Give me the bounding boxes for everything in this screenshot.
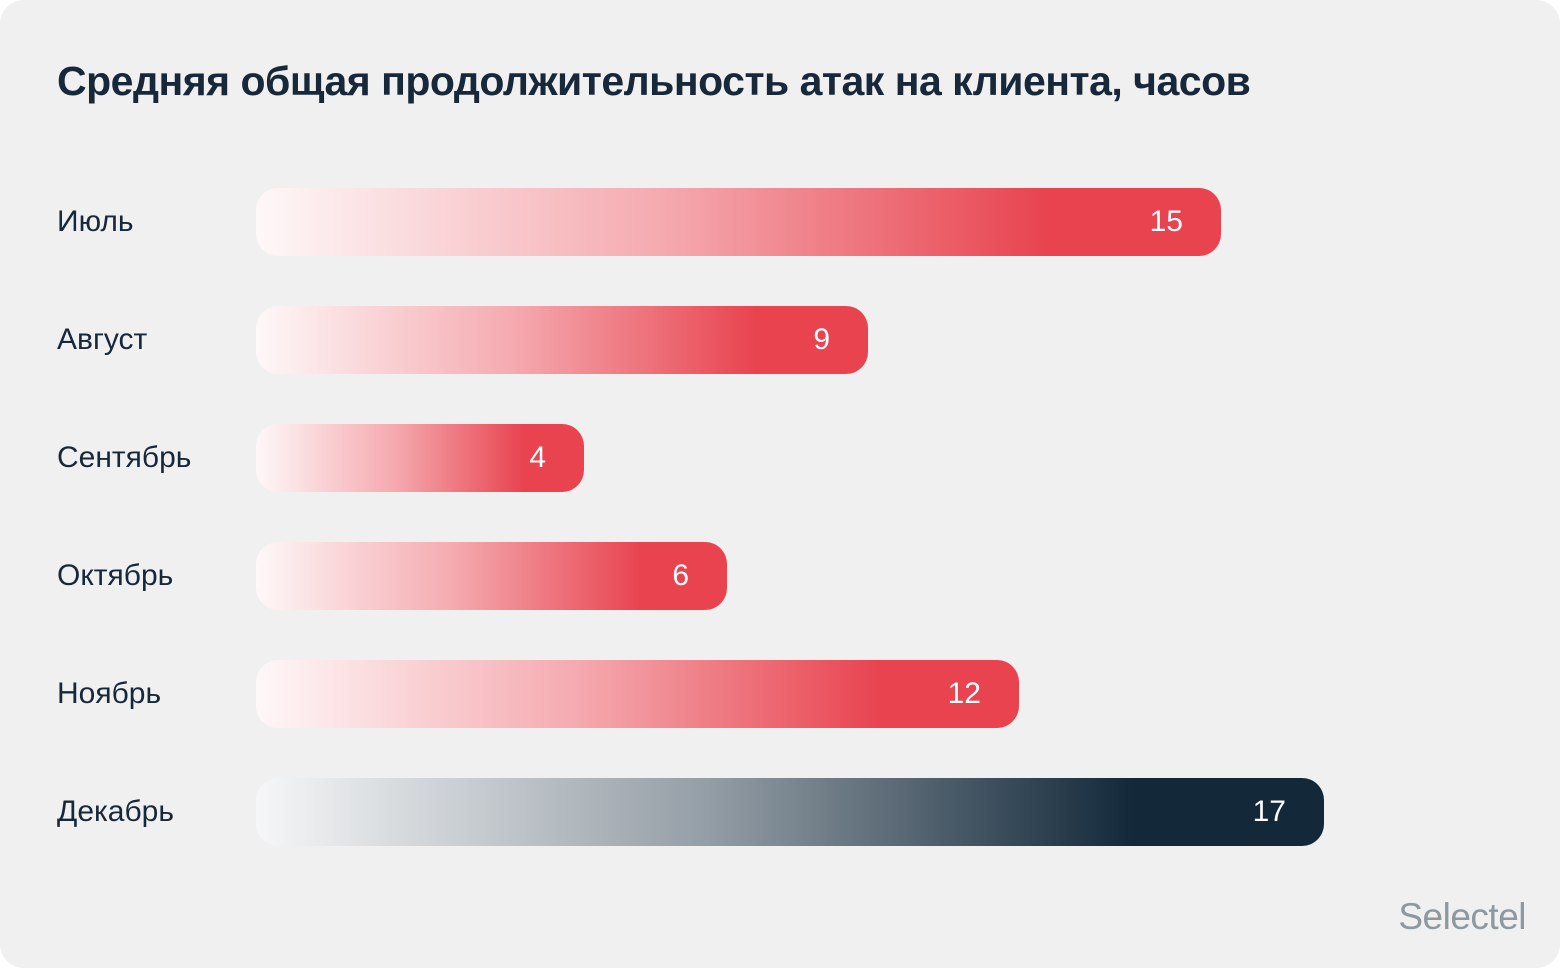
chart-row: Декабрь 17 bbox=[0, 778, 1560, 846]
bar: 9 bbox=[256, 306, 868, 374]
bar: 4 bbox=[256, 424, 584, 492]
bar-value-label: 12 bbox=[947, 677, 981, 710]
bar-value-label: 17 bbox=[1252, 795, 1286, 828]
bar-value-label: 4 bbox=[529, 441, 546, 474]
category-label: Июль bbox=[57, 205, 134, 238]
chart-row: Октябрь 6 bbox=[0, 542, 1560, 610]
chart-row: Август 9 bbox=[0, 306, 1560, 374]
chart-row: Ноябрь 12 bbox=[0, 660, 1560, 728]
bar: 15 bbox=[256, 188, 1221, 256]
bar-value-label: 15 bbox=[1149, 205, 1183, 238]
category-label: Октябрь bbox=[57, 559, 174, 592]
bar: 12 bbox=[256, 660, 1019, 728]
bar: 17 bbox=[256, 778, 1324, 846]
chart-row: Сентябрь 4 bbox=[0, 424, 1560, 492]
chart-title: Средняя общая продолжительность атак на … bbox=[57, 58, 1251, 104]
selectel-logo: Selectel bbox=[1398, 896, 1526, 937]
bar: 6 bbox=[256, 542, 727, 610]
category-label: Сентябрь bbox=[57, 441, 192, 474]
category-label: Декабрь bbox=[57, 795, 174, 828]
bar-value-label: 6 bbox=[672, 559, 689, 592]
category-label: Август bbox=[57, 323, 148, 356]
category-label: Ноябрь bbox=[57, 677, 162, 710]
chart-row: Июль 15 bbox=[0, 188, 1560, 256]
bar-value-label: 9 bbox=[813, 323, 830, 356]
